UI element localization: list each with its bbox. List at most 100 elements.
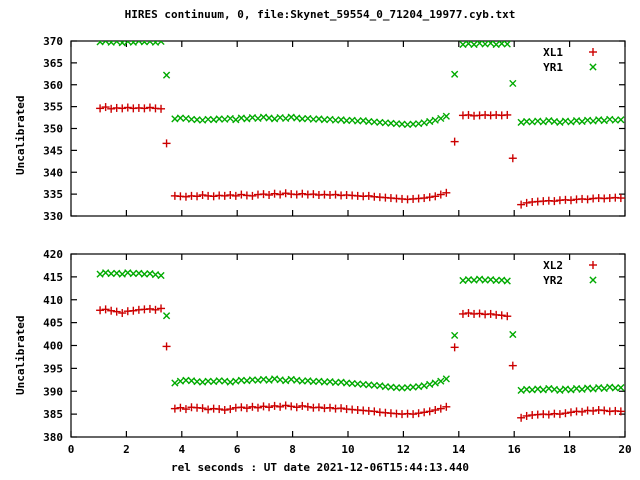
data-point-cross [606,115,614,123]
data-point-cross [226,114,234,123]
data-point-plus [162,139,171,148]
data-point-cross [146,270,154,278]
data-point-plus [600,406,609,415]
x-tick-label: 4 [178,443,185,456]
data-point-cross [270,375,279,383]
data-point-cross [124,41,132,46]
data-point-cross [259,113,268,121]
data-point-cross [265,114,273,122]
data-point-plus [522,411,531,420]
x-tick-label: 10 [341,443,354,456]
data-point-plus [589,406,598,415]
data-point-plus [561,409,570,418]
data-point-cross [517,386,525,394]
data-point-plus [96,306,105,315]
data-point-cross [198,116,207,124]
data-point-plus [566,196,575,205]
y-tick-label: 385 [43,408,63,421]
data-point-plus [497,311,506,320]
data-point-cross [210,378,218,386]
data-point-cross [118,41,126,47]
data-point-cross [107,41,115,46]
data-point-cross [451,331,459,340]
data-point-plus [265,403,274,412]
x-tick-label: 2 [123,443,130,456]
data-point-plus [204,405,213,414]
data-point-cross [420,119,428,127]
data-point-plus [550,197,559,206]
data-point-plus [170,404,179,413]
data-point-plus [508,361,517,370]
data-point-cross [431,379,439,387]
data-point-plus [425,193,434,202]
data-point-cross [589,385,597,393]
data-point-cross [437,377,445,385]
data-point-cross [550,385,558,394]
data-point-plus [140,104,149,113]
data-point-cross [210,116,218,124]
data-point-cross [498,276,506,284]
data-point-cross [276,113,284,122]
legend-label-YR2: YR2 [543,274,563,287]
data-point-plus [209,192,218,201]
data-point-cross [124,269,132,277]
data-point-plus [436,190,445,199]
data-point-cross [221,115,229,123]
data-point-cross [442,375,450,383]
data-point-cross [561,117,570,125]
data-point-plus [220,191,229,200]
data-point-cross [426,117,434,126]
y-tick-label: 400 [43,340,63,353]
data-point-cross [578,385,586,394]
data-point-plus [370,407,379,416]
data-point-cross [162,71,171,79]
data-point-plus [96,104,105,113]
data-point-cross [583,116,592,124]
data-point-plus [442,188,451,197]
y-tick-label: 335 [43,188,63,201]
y-tick-label: 345 [43,144,63,157]
data-point-cross [556,386,564,394]
data-point-cross [415,120,423,128]
data-point-cross [583,384,592,392]
data-point-plus [309,190,318,199]
data-point-cross [162,312,171,320]
data-point-cross [426,380,434,389]
data-point-cross [243,115,251,123]
data-point-cross [464,41,473,48]
data-point-cross [578,117,586,126]
data-point-plus [253,403,262,412]
data-point-cross [176,377,185,385]
data-point-plus [508,154,517,163]
y-tick-label: 415 [43,271,63,284]
data-point-cross [376,382,384,390]
data-point-cross [503,41,511,48]
data-point-cross [348,116,356,124]
data-point-cross [470,41,478,49]
data-point-cross [102,269,110,277]
data-point-cross [326,378,334,386]
data-point-cross [492,41,500,49]
data-point-plus [503,312,512,321]
x-tick-label: 14 [452,443,466,456]
data-point-plus [517,413,526,422]
y-tick-label: 405 [43,317,63,330]
data-point-cross [259,375,268,383]
data-point-cross [304,377,312,385]
data-point-cross [151,41,160,46]
series-XL2 [96,304,625,422]
data-point-cross [113,41,121,46]
data-point-plus [157,104,166,113]
data-point-plus [226,405,235,414]
page-title: HIRES continuum, 0, file:Skynet_59554_0_… [124,8,516,21]
data-point-cross [534,117,542,125]
y-tick-label: 370 [43,35,63,48]
data-point-cross [567,118,575,126]
data-point-cross [293,114,301,122]
data-point-plus [616,194,625,203]
data-point-plus [281,189,290,198]
data-point-plus [123,103,132,112]
y-tick-label: 365 [43,57,63,70]
plot-frame [70,40,626,217]
